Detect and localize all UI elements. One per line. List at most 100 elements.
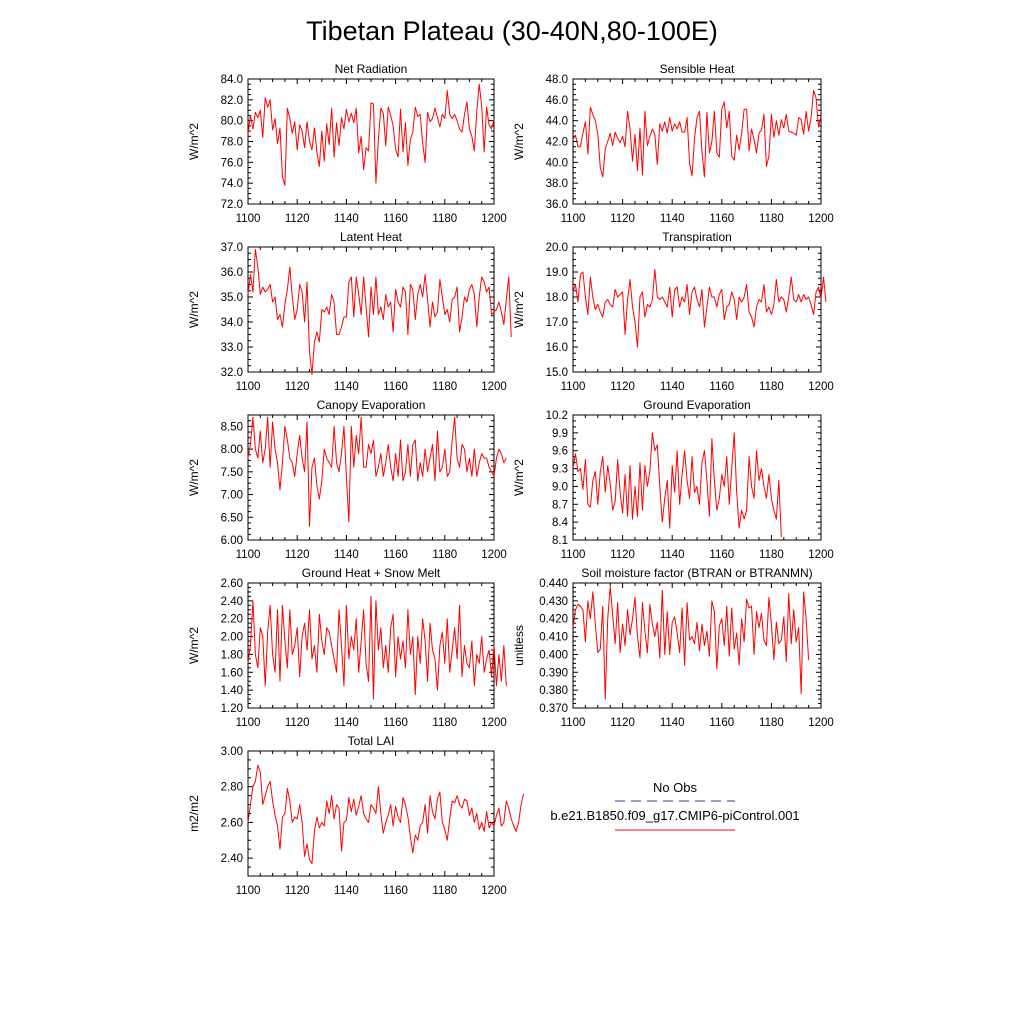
x-tick-label: 1140 <box>660 717 685 729</box>
y-tick-label: 1.80 <box>221 649 243 661</box>
plot-frame <box>572 582 822 709</box>
legend-obs-label: No Obs <box>653 780 698 795</box>
plot-frame <box>572 414 822 541</box>
y-tick-label: 42.0 <box>546 137 568 149</box>
y-tick-label: 1.20 <box>221 703 243 715</box>
y-axis-label: m2/m2 <box>187 795 201 832</box>
x-tick-label: 1120 <box>610 381 635 393</box>
x-tick-label: 1200 <box>481 549 507 561</box>
x-tick-label: 1180 <box>432 381 457 393</box>
y-tick-label: 46.0 <box>546 95 568 107</box>
x-tick-label: 1100 <box>236 885 261 897</box>
y-axis-label: W/m^2 <box>187 291 201 328</box>
y-tick-label: 6.50 <box>221 512 243 524</box>
x-tick-label: 1140 <box>334 885 359 897</box>
y-tick-label: 0.440 <box>539 578 568 590</box>
panel-title: Ground Heat + Snow Melt <box>302 566 441 580</box>
panel-title: Ground Evaporation <box>643 398 750 412</box>
y-tick-label: 2.60 <box>221 578 243 590</box>
chart-panel: Canopy Evaporation W/m^2 1100 1120 1140 1160 1… <box>187 398 507 561</box>
x-tick-label: 1180 <box>432 549 457 561</box>
series-line <box>247 595 507 700</box>
chart-panel: Sensible Heat W/m^2 1100 1120 1140 1160 1180 12… <box>512 62 834 225</box>
panel-title: Net Radiation <box>335 62 408 76</box>
y-tick-label: 0.390 <box>539 667 568 679</box>
y-tick-label: 2.60 <box>221 817 243 829</box>
y-tick-label: 7.00 <box>221 490 243 502</box>
y-tick-label: 17.0 <box>546 317 568 329</box>
y-tick-label: 9.9 <box>552 428 568 440</box>
y-tick-label: 1.40 <box>221 685 243 697</box>
x-tick-label: 1180 <box>432 885 457 897</box>
x-tick-label: 1140 <box>660 213 685 225</box>
y-tick-label: 9.0 <box>552 481 568 493</box>
y-tick-label: 37.0 <box>221 242 243 254</box>
series-line <box>572 586 810 700</box>
y-axis-label: W/m^2 <box>187 123 201 160</box>
y-tick-label: 78.0 <box>221 137 243 149</box>
y-tick-label: 72.0 <box>221 199 243 211</box>
x-tick-label: 1120 <box>285 381 310 393</box>
x-tick-label: 1200 <box>808 381 834 393</box>
y-axis-label: W/m^2 <box>187 459 201 496</box>
y-tick-label: 34.0 <box>221 317 243 329</box>
chart-panel: Total LAI m2/m2 1100 1120 1140 1160 1180 1200 2.… <box>187 734 525 897</box>
legend: No Obs b.e21.B1850.f09_g17.CMIP6-piContr… <box>550 780 800 831</box>
y-tick-label: 35.0 <box>221 292 243 304</box>
panel-title: Total LAI <box>348 734 395 748</box>
y-tick-label: 1.60 <box>221 667 243 679</box>
x-tick-label: 1200 <box>481 885 507 897</box>
y-tick-label: 2.20 <box>221 614 243 626</box>
x-tick-label: 1120 <box>285 717 310 729</box>
x-tick-label: 1120 <box>285 549 310 561</box>
x-tick-label: 1100 <box>236 381 261 393</box>
y-tick-label: 8.00 <box>221 444 243 456</box>
x-tick-label: 1180 <box>759 549 784 561</box>
y-tick-label: 0.400 <box>539 649 568 661</box>
y-tick-label: 15.0 <box>546 367 568 379</box>
y-tick-label: 8.1 <box>552 535 568 547</box>
x-tick-label: 1100 <box>561 381 586 393</box>
y-tick-label: 16.0 <box>546 342 568 354</box>
x-tick-label: 1160 <box>383 213 408 225</box>
y-tick-label: 8.4 <box>552 517 569 529</box>
chart-panel: Net Radiation W/m^2 1100 1120 1140 1160 1180 12… <box>187 62 507 225</box>
chart-panels: Net Radiation W/m^2 1100 1120 1140 1160 1180 12… <box>187 62 834 897</box>
y-tick-label: 8.50 <box>221 421 243 433</box>
series-line <box>247 83 495 186</box>
x-tick-label: 1160 <box>709 717 734 729</box>
y-tick-label: 76.0 <box>221 157 243 169</box>
y-tick-label: 18.0 <box>546 292 568 304</box>
x-tick-label: 1160 <box>383 885 408 897</box>
x-tick-label: 1180 <box>759 717 784 729</box>
x-tick-label: 1100 <box>561 549 586 561</box>
y-tick-label: 10.2 <box>546 410 568 422</box>
y-tick-label: 19.0 <box>546 267 568 279</box>
chart-panel: Ground Heat + Snow Melt W/m^2 1100 1120 1140… <box>187 566 507 729</box>
x-tick-label: 1160 <box>383 381 408 393</box>
x-tick-label: 1180 <box>432 213 457 225</box>
y-tick-label: 9.3 <box>552 464 568 476</box>
y-axis-label: W/m^2 <box>512 459 526 496</box>
y-tick-label: 80.0 <box>221 116 243 128</box>
plot-frame <box>572 78 822 205</box>
y-tick-label: 9.6 <box>552 446 568 458</box>
chart-panel: Transpiration W/m^2 1100 1120 1140 1160 1180 12… <box>512 230 834 393</box>
x-tick-label: 1160 <box>709 381 734 393</box>
panel-title: Canopy Evaporation <box>317 398 426 412</box>
x-tick-label: 1140 <box>334 381 359 393</box>
x-tick-label: 1200 <box>808 717 834 729</box>
panel-title: Transpiration <box>662 230 732 244</box>
x-tick-label: 1100 <box>236 717 261 729</box>
plot-frame <box>572 246 822 373</box>
y-tick-label: 32.0 <box>221 367 243 379</box>
y-tick-label: 40.0 <box>546 157 568 169</box>
y-tick-label: 48.0 <box>546 74 568 86</box>
x-tick-label: 1100 <box>236 549 261 561</box>
x-tick-label: 1180 <box>759 213 784 225</box>
series-line <box>572 432 782 538</box>
x-tick-label: 1100 <box>561 717 586 729</box>
series-line <box>572 89 822 178</box>
y-tick-label: 2.80 <box>221 782 243 794</box>
